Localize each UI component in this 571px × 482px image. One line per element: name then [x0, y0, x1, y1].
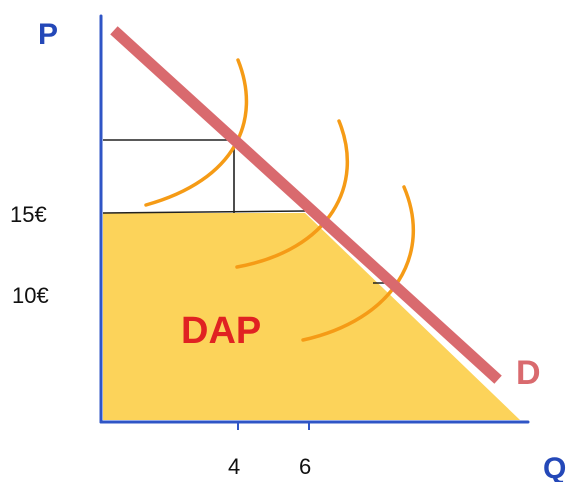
demand-label: D	[516, 354, 541, 392]
q-axis-label: Q	[543, 452, 566, 482]
dap-area-label: DAP	[181, 310, 261, 352]
qty-label-6: 6	[299, 454, 311, 479]
qty-label-4: 4	[228, 454, 240, 479]
dap-area	[103, 213, 520, 420]
price-label-10: 10€	[12, 283, 49, 308]
p-axis-label: P	[38, 18, 58, 51]
guide-line-15-horizontal	[103, 211, 305, 213]
price-label-15: 15€	[10, 202, 47, 227]
